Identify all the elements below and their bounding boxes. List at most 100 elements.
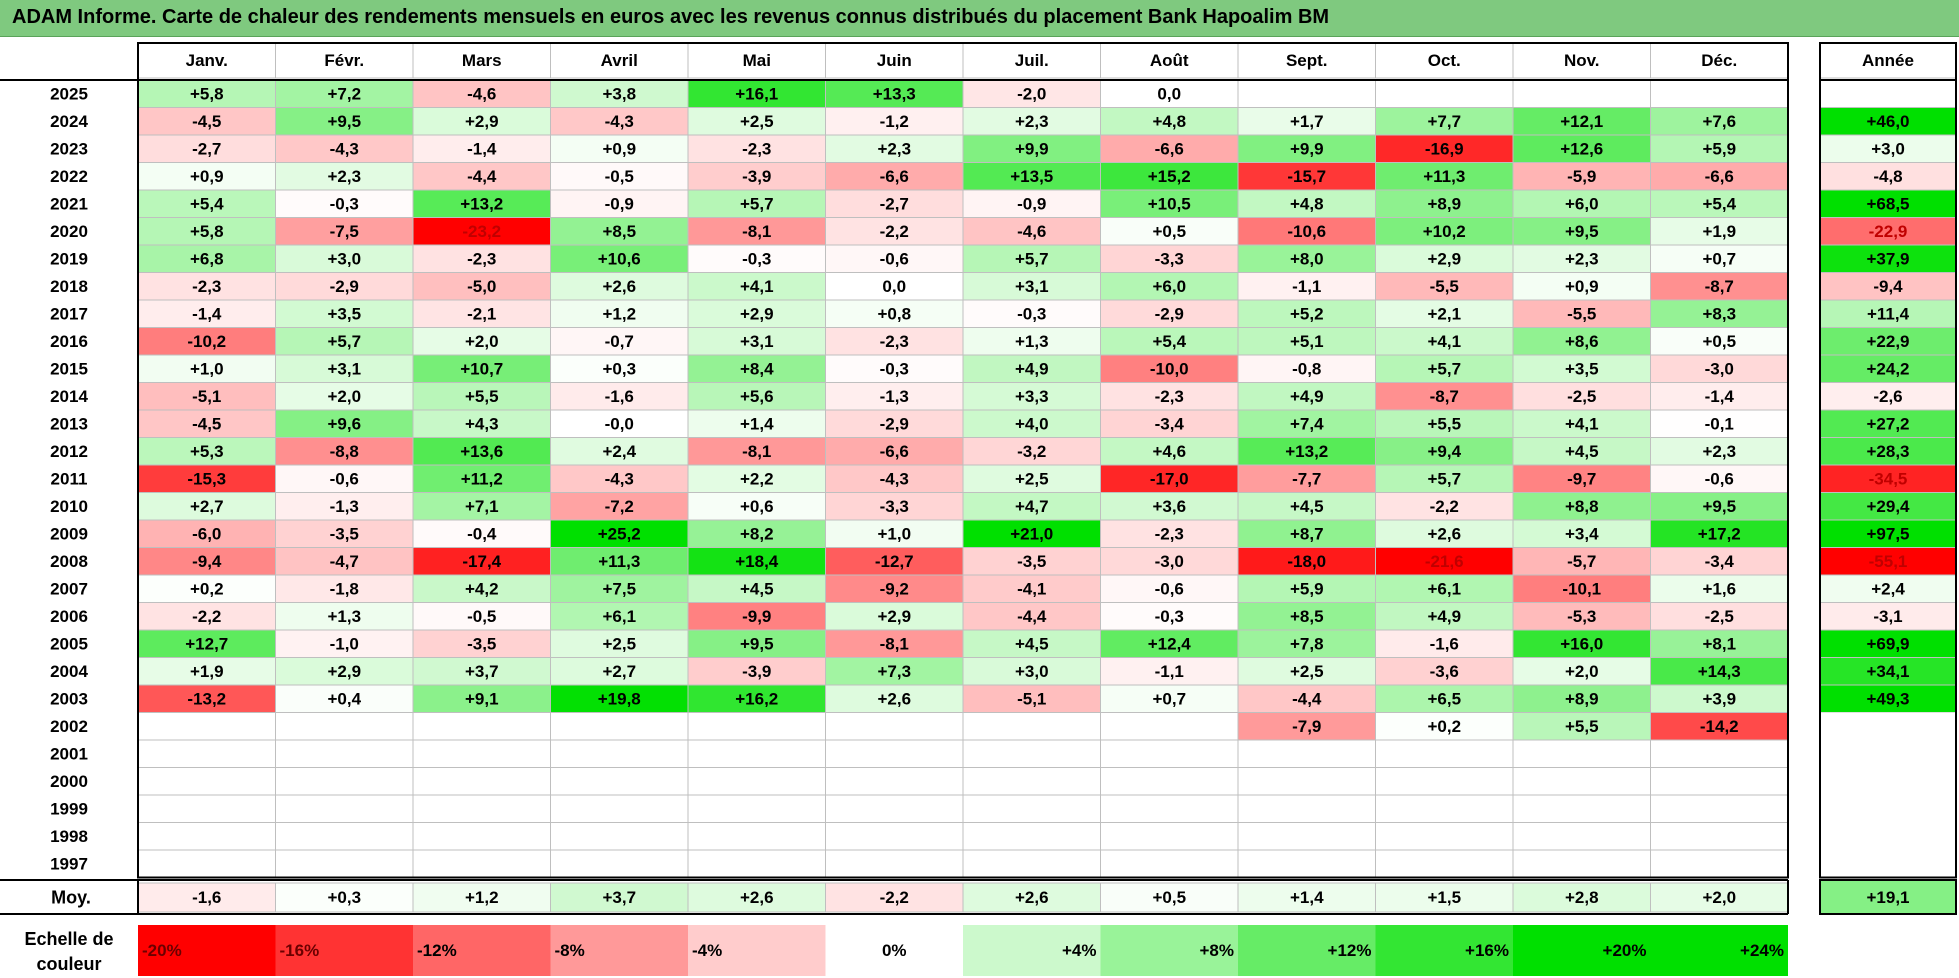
heatmap-cell-value: +6,8 [190, 249, 224, 268]
heatmap-cell-value: +2,5 [1290, 662, 1324, 681]
heatmap-cell [550, 382, 689, 411]
heatmap-cell-value: +5,4 [1702, 194, 1736, 213]
heatmap-cell-value: +10,6 [598, 249, 641, 268]
heatmap-cell-value: +8,8 [1565, 497, 1599, 516]
year-label: 2025 [50, 84, 88, 103]
heatmap-cell [1650, 272, 1789, 301]
heatmap-cell [412, 382, 551, 411]
heatmap-cell [1100, 107, 1239, 136]
scale-swatch [1100, 925, 1238, 976]
heatmap-cell [962, 547, 1101, 576]
scale-swatch-label: -4% [692, 941, 722, 960]
average-cell [412, 882, 551, 913]
heatmap-cell-value: +9,4 [1427, 442, 1461, 461]
heatmap-cell [1512, 574, 1651, 603]
heatmap-cell-value: -15,3 [187, 469, 226, 488]
average-cell [962, 882, 1101, 913]
heatmap-cell-value: +4,9 [1015, 359, 1049, 378]
heatmap-cell-value: +2,4 [602, 442, 636, 461]
year-label: 2002 [50, 717, 88, 736]
heatmap-cell [275, 657, 414, 686]
heatmap-cell-value: -15,7 [1287, 167, 1326, 186]
heatmap-cell [550, 79, 689, 108]
heatmap-cell-value: +8,9 [1565, 689, 1599, 708]
heatmap-cell [687, 492, 826, 521]
heatmap-cell-value: +2,9 [740, 304, 774, 323]
heatmap-cell-value: -1,4 [467, 139, 497, 158]
heatmap-cell-value: +1,0 [190, 359, 224, 378]
heatmap-cell [825, 602, 964, 631]
heatmap-cell [550, 767, 689, 796]
heatmap-cell-value: -5,0 [467, 277, 496, 296]
heatmap-cell [825, 767, 964, 796]
heatmap-cell-value: -0,3 [1017, 304, 1046, 323]
heatmap-cell-value: +8,4 [740, 359, 774, 378]
heatmap-cell [412, 794, 551, 823]
heatmap-cell-value: -4,4 [1292, 689, 1322, 708]
heatmap-cell-value: +13,6 [460, 442, 503, 461]
heatmap-cell [275, 382, 414, 411]
year-label: 2006 [50, 607, 88, 626]
heatmap-cell [1237, 189, 1376, 218]
heatmap-cell [825, 79, 964, 108]
heatmap-cell-value: -3,5 [1017, 552, 1046, 571]
heatmap-cell-value: -2,3 [192, 277, 221, 296]
average-cell [137, 882, 276, 913]
heatmap-cell [412, 272, 551, 301]
scale-swatch [138, 925, 276, 976]
heatmap-cell [1650, 244, 1789, 273]
year-label: 2001 [50, 744, 88, 763]
heatmap-cell-value: -9,2 [880, 579, 909, 598]
average-cell [1100, 882, 1239, 913]
heatmap-cell-value: -7,9 [1292, 717, 1321, 736]
heatmap-cell [1100, 464, 1239, 493]
heatmap-cell-value: -0,5 [605, 167, 634, 186]
heatmap-cell-value: -13,2 [187, 689, 226, 708]
heatmap-cell [962, 657, 1101, 686]
heatmap-cell [412, 354, 551, 383]
year-label: 2012 [50, 442, 88, 461]
heatmap-cell [412, 684, 551, 713]
heatmap-cell-value: +4,9 [1290, 387, 1324, 406]
heatmap-cell [1512, 767, 1651, 796]
heatmap-cell [1650, 519, 1789, 548]
heatmap-cell [550, 244, 689, 273]
heatmap-cell-value: -4,6 [1017, 222, 1046, 241]
heatmap-cell-value: -1,6 [1430, 634, 1459, 653]
heatmap-cell [1650, 712, 1789, 741]
heatmap-cell-value: -0,3 [330, 194, 359, 213]
average-cell-value: +1,5 [1427, 888, 1461, 907]
heatmap-cell [1100, 712, 1239, 741]
heatmap-cell-value: +1,9 [190, 662, 224, 681]
heatmap-cell-value: +2,6 [877, 689, 911, 708]
scale-swatch [550, 925, 688, 976]
month-header-label: Juin [877, 51, 912, 70]
heatmap-cell-value: +2,7 [190, 497, 224, 516]
heatmap-cell [1375, 519, 1514, 548]
scale-swatch-label: +16% [1465, 941, 1509, 960]
heatmap-cell [1237, 244, 1376, 273]
heatmap-cell-value: +3,1 [327, 359, 361, 378]
heatmap-cell [1100, 519, 1239, 548]
heatmap-cell [275, 492, 414, 521]
heatmap-cell-value: +1,6 [1702, 579, 1736, 598]
title-bar: ADAM Informe. Carte de chaleur des rende… [0, 0, 1959, 37]
heatmap-cell-value: +15,2 [1148, 167, 1191, 186]
annual-cell-value: -4,8 [1873, 167, 1902, 186]
heatmap-cell [1237, 134, 1376, 163]
heatmap-cell [1100, 574, 1239, 603]
annual-cell [1819, 409, 1957, 438]
heatmap-cell-value: +16,0 [1560, 634, 1603, 653]
heatmap-cell [687, 822, 826, 851]
scale-swatch-label: +4% [1062, 941, 1097, 960]
heatmap-cell-value: +8,3 [1702, 304, 1736, 323]
year-label: 2021 [50, 194, 88, 213]
heatmap-cell-value: +5,9 [1290, 579, 1324, 598]
heatmap-cell [1100, 492, 1239, 521]
annual-cell [1819, 327, 1957, 356]
heatmap-cell-value: +4,5 [1015, 634, 1049, 653]
heatmap-cell-value: -8,1 [880, 634, 909, 653]
heatmap-cell [687, 382, 826, 411]
heatmap-cell [550, 794, 689, 823]
